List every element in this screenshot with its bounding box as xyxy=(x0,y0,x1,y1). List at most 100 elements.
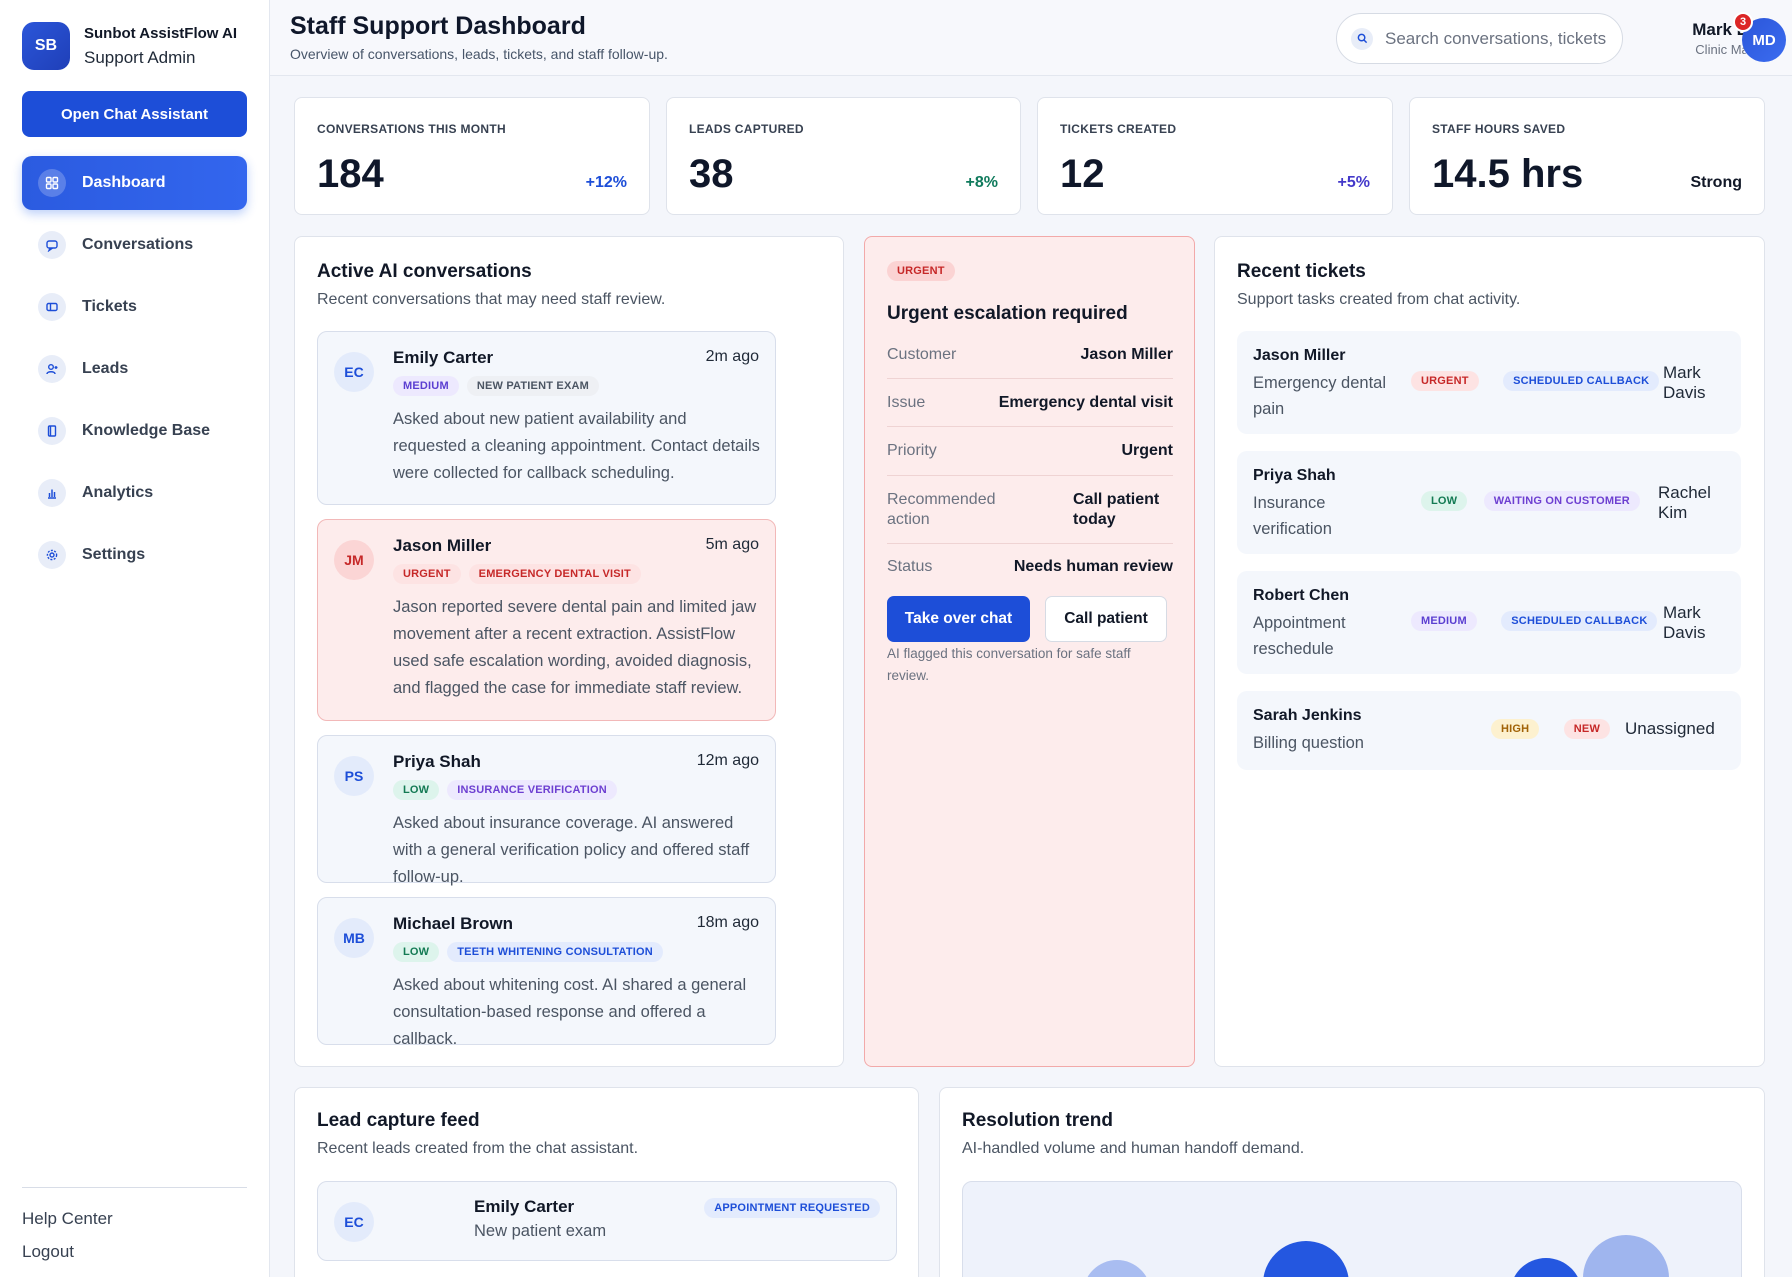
conversation-card[interactable]: PS Priya Shah 12m ago LOW INSURANCE VERIF… xyxy=(317,735,776,886)
ticket-description: Emergency dental pain xyxy=(1253,374,1386,418)
sidebar-item-conversations[interactable]: Conversations xyxy=(22,218,247,272)
panel-title: Lead capture feed xyxy=(317,1110,480,1131)
stat-card-leads: LEADS CAPTURED 38 +8% xyxy=(666,97,1021,215)
escalation-row: Priority Urgent xyxy=(887,427,1173,476)
trend-chart xyxy=(1087,1235,1669,1277)
grid-icon xyxy=(38,169,66,197)
lead-row[interactable]: EC Emily Carter New patient exam APPOINT… xyxy=(317,1181,897,1261)
conversation-name: Priya Shah xyxy=(393,752,481,771)
priority-badge: MEDIUM xyxy=(393,376,459,396)
top-header: Staff Support Dashboard Overview of conv… xyxy=(270,0,1792,76)
sidebar-item-label: Tickets xyxy=(82,298,137,315)
stat-label: STAFF HOURS SAVED xyxy=(1432,122,1566,136)
ticket-row[interactable]: Priya Shah Insurance verification LOW WA… xyxy=(1237,451,1741,554)
recent-tickets-panel: Recent tickets Support tasks created fro… xyxy=(1214,236,1765,1067)
panel-subtitle: AI-handled volume and human handoff dema… xyxy=(962,1140,1305,1157)
sidebar-item-dashboard[interactable]: Dashboard xyxy=(22,156,247,210)
ticket-icon xyxy=(38,293,66,321)
lead-status-badge: APPOINTMENT REQUESTED xyxy=(704,1198,880,1218)
ticket-owner: Unassigned xyxy=(1625,719,1715,738)
gear-icon xyxy=(38,541,66,569)
conversation-card[interactable]: EC Emily Carter 2m ago MEDIUM NEW PATIENT… xyxy=(317,331,776,505)
trend-bubble xyxy=(1087,1260,1147,1277)
sidebar-item-knowledge-base[interactable]: Knowledge Base xyxy=(22,404,247,458)
notification-badge[interactable]: 3 xyxy=(1733,12,1753,32)
topic-badge: NEW PATIENT EXAM xyxy=(466,376,599,396)
conversation-name: Michael Brown xyxy=(393,914,513,933)
conversation-card[interactable]: MB Michael Brown 18m ago LOW TEETH WHITEN… xyxy=(317,897,776,1048)
sidebar-item-analytics[interactable]: Analytics xyxy=(22,466,247,520)
help-center-link[interactable]: Help Center xyxy=(22,1209,113,1228)
escalation-row: Issue Emergency dental visit xyxy=(887,379,1173,427)
sidebar-item-settings[interactable]: Settings xyxy=(22,528,247,582)
avatar: EC xyxy=(334,352,374,392)
stat-value: 38 xyxy=(689,152,734,196)
search-box[interactable] xyxy=(1336,13,1623,64)
panel-title: Recent tickets xyxy=(1237,261,1366,282)
priority-badge: LOW xyxy=(393,942,440,962)
conversation-summary: Asked about whitening cost. AI shared a … xyxy=(393,976,747,1048)
page-subtitle: Overview of conversations, leads, ticket… xyxy=(290,46,668,62)
sidebar: SB Sunbot AssistFlow AI Support Admin Op… xyxy=(0,0,270,1277)
ticket-name: Priya Shah xyxy=(1253,467,1336,484)
escalation-value: Emergency dental visit xyxy=(998,393,1173,411)
status-badge: SCHEDULED CALLBACK xyxy=(1503,371,1660,391)
conversation-time: 18m ago xyxy=(696,914,759,931)
priority-badge: MEDIUM xyxy=(1411,611,1477,631)
conversation-card[interactable]: JM Jason Miller 5m ago URGENT EMERGENCY D… xyxy=(317,519,776,721)
escalation-note: AI flagged this conversation for safe st… xyxy=(887,646,1131,683)
ticket-row[interactable]: Sarah Jenkins Billing question HIGH NEW … xyxy=(1237,691,1741,770)
page-title: Staff Support Dashboard xyxy=(290,12,586,40)
escalation-value: Urgent xyxy=(1121,442,1173,459)
panel-title: Active AI conversations xyxy=(317,261,532,282)
escalation-value: Jason Miller xyxy=(1080,345,1173,363)
logout-link[interactable]: Logout xyxy=(22,1242,74,1261)
escalation-row: Customer Jason Miller xyxy=(887,331,1173,379)
conversation-time: 5m ago xyxy=(705,536,759,553)
lead-description: New patient exam xyxy=(474,1222,607,1240)
urgent-escalation-panel: URGENT Urgent escalation required Custom… xyxy=(864,236,1195,1067)
topic-badge: TEETH WHITENING CONSULTATION xyxy=(447,942,663,962)
topic-badge: EMERGENCY DENTAL VISIT xyxy=(468,564,641,584)
active-conversations-panel: Active AI conversations Recent conversat… xyxy=(294,236,844,1067)
stat-label: TICKETS CREATED xyxy=(1060,122,1177,136)
escalation-key: Recommended action xyxy=(887,490,996,528)
ticket-owner: Mark Davis xyxy=(1663,363,1706,402)
sidebar-item-leads[interactable]: Leads xyxy=(22,342,247,396)
sidebar-footer: Help Center Logout xyxy=(22,1187,247,1268)
sidebar-item-label: Analytics xyxy=(82,484,154,501)
status-badge: SCHEDULED CALLBACK xyxy=(1501,611,1658,631)
conversation-name: Jason Miller xyxy=(393,536,492,555)
escalation-row: Status Needs human review xyxy=(887,544,1173,590)
ticket-row[interactable]: Jason Miller Emergency dental pain URGEN… xyxy=(1237,331,1741,434)
sidebar-nav: Dashboard Conversations Tickets Leads Kn… xyxy=(22,156,247,590)
conversation-summary: Asked about insurance coverage. AI answe… xyxy=(393,814,750,886)
stat-card-hours-saved: STAFF HOURS SAVED 14.5 hrs Strong xyxy=(1409,97,1765,215)
conversation-time: 12m ago xyxy=(696,752,759,769)
avatar: PS xyxy=(334,756,374,796)
call-patient-button[interactable]: Call patient xyxy=(1045,596,1167,642)
ticket-owner: Rachel Kim xyxy=(1658,483,1711,522)
conversation-name: Emily Carter xyxy=(393,348,494,367)
sidebar-item-label: Leads xyxy=(82,360,129,377)
ticket-description: Insurance verification xyxy=(1253,494,1332,538)
take-over-chat-button[interactable]: Take over chat xyxy=(887,596,1030,642)
escalation-key: Status xyxy=(887,558,933,575)
ticket-owner: Mark Davis xyxy=(1663,603,1706,642)
stat-value: 184 xyxy=(317,152,384,196)
stat-delta: +5% xyxy=(1337,174,1370,191)
search-input[interactable] xyxy=(1385,28,1615,49)
ticket-name: Sarah Jenkins xyxy=(1253,707,1362,724)
escalation-key: Customer xyxy=(887,345,957,363)
panel-subtitle: Recent leads created from the chat assis… xyxy=(317,1140,639,1157)
sidebar-item-label: Conversations xyxy=(82,236,194,253)
resolution-trend-panel: Resolution trend AI-handled volume and h… xyxy=(939,1087,1765,1277)
stat-delta: +12% xyxy=(585,174,627,191)
stat-label: LEADS CAPTURED xyxy=(689,122,804,136)
open-chat-assistant-button[interactable]: Open Chat Assistant xyxy=(22,91,247,137)
conversation-summary: Asked about new patient availability and… xyxy=(393,410,760,482)
sidebar-item-tickets[interactable]: Tickets xyxy=(22,280,247,334)
escalation-key: Issue xyxy=(887,393,926,411)
priority-badge: URGENT xyxy=(1411,371,1479,391)
ticket-row[interactable]: Robert Chen Appointment reschedule MEDIU… xyxy=(1237,571,1741,674)
